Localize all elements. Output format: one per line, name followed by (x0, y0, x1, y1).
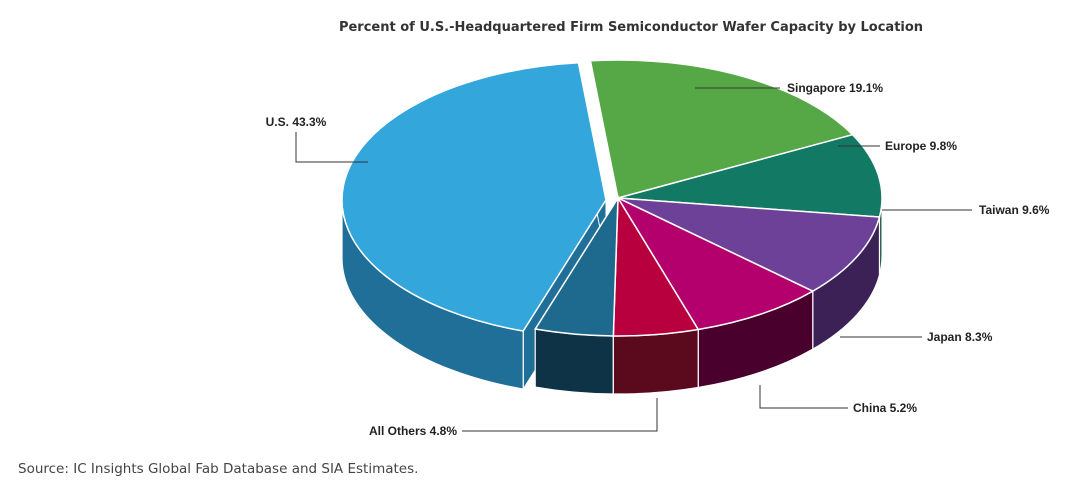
slice-side-china (612, 328, 699, 395)
slice-u-s- (341, 61, 607, 332)
leader-lines (295, 87, 972, 432)
slice-label-china: China 5.2% (853, 401, 917, 415)
slice-side-all-others (534, 328, 614, 395)
slice-taiwan (617, 197, 881, 293)
slice-label-japan: Japan 8.3% (927, 330, 993, 344)
slice-all-others (533, 195, 619, 337)
slice-label-europe: Europe 9.8% (885, 139, 957, 153)
slice-label-u-s-: U.S. 43.3% (266, 115, 327, 129)
leader-line-u-s- (295, 132, 368, 163)
slice-label-all-others: All Others 4.8% (369, 424, 457, 438)
slice-label-singapore: Singapore 19.1% (787, 81, 883, 95)
slice-labels: Singapore 19.1% Europe 9.8% Taiwan 9.6% Jap… (266, 81, 1050, 438)
leader-line-china (759, 385, 848, 409)
slice-europe (617, 133, 883, 218)
pie-tops (341, 59, 883, 337)
slice-singapore (589, 59, 855, 199)
slice-label-taiwan: Taiwan 9.6% (979, 203, 1050, 217)
slice-japan (616, 196, 815, 331)
leader-line-all-others (462, 398, 658, 432)
chart-title: Percent of U.S.-Headquartered Firm Semic… (338, 20, 924, 35)
source-note: Source: IC Insights Global Fab Database … (18, 461, 419, 477)
